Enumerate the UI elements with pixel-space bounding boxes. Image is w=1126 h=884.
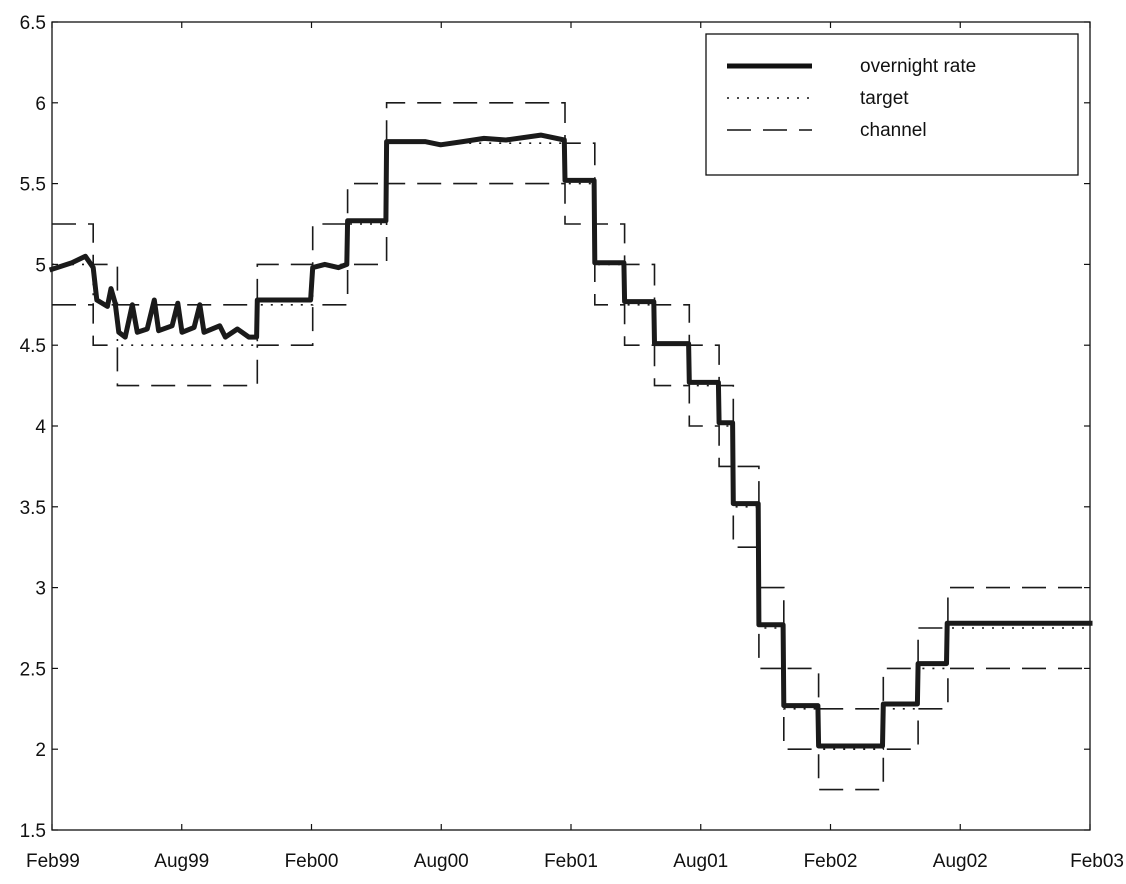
- x-tick-label: Feb02: [804, 851, 858, 872]
- y-tick-label: 3: [35, 579, 46, 600]
- legend: overnight rate target channel: [705, 33, 1079, 176]
- y-tick-label: 6: [35, 94, 46, 115]
- target-layer: [52, 142, 1090, 750]
- legend-box: [705, 33, 1079, 176]
- y-tick-label: 2: [35, 740, 46, 761]
- x-tick-label: Aug01: [673, 851, 728, 872]
- x-tick-label: Feb99: [26, 851, 80, 872]
- legend-label-channel: channel: [860, 120, 927, 141]
- legend-label-overnight-rate: overnight rate: [860, 56, 976, 77]
- ticks-layer: 1.5 2 2.5 3 3.5 4 4.5 5 5.5 6 6.5 Feb99 Aug99 Feb00 Au…: [20, 13, 1124, 872]
- series-channel-upper: [52, 102, 1090, 710]
- y-tick-label: 2.5: [20, 659, 46, 680]
- series-target: [52, 142, 1090, 750]
- y-tick-label: 6.5: [20, 13, 46, 34]
- x-tick-label: Feb03: [1070, 851, 1124, 872]
- channel-layer: [52, 102, 1090, 791]
- x-tick-label: Aug02: [933, 851, 988, 872]
- x-tick-label: Feb00: [285, 851, 339, 872]
- x-tick-label: Feb01: [544, 851, 598, 872]
- overnight-rate-layer: [48, 132, 1093, 749]
- y-tick-label: 4.5: [20, 336, 46, 357]
- y-tick-label: 3.5: [20, 498, 46, 519]
- y-tick-label: 1.5: [20, 821, 46, 842]
- series-channel-lower: [52, 182, 1090, 791]
- x-tick-label: Aug99: [154, 851, 209, 872]
- y-tick-label: 4: [35, 417, 46, 438]
- x-tick-label: Aug00: [414, 851, 469, 872]
- y-tick-label: 5.5: [20, 175, 46, 196]
- y-tick-label: 5: [35, 255, 46, 276]
- series-overnight-rate: [48, 132, 1093, 749]
- legend-label-target: target: [860, 88, 909, 109]
